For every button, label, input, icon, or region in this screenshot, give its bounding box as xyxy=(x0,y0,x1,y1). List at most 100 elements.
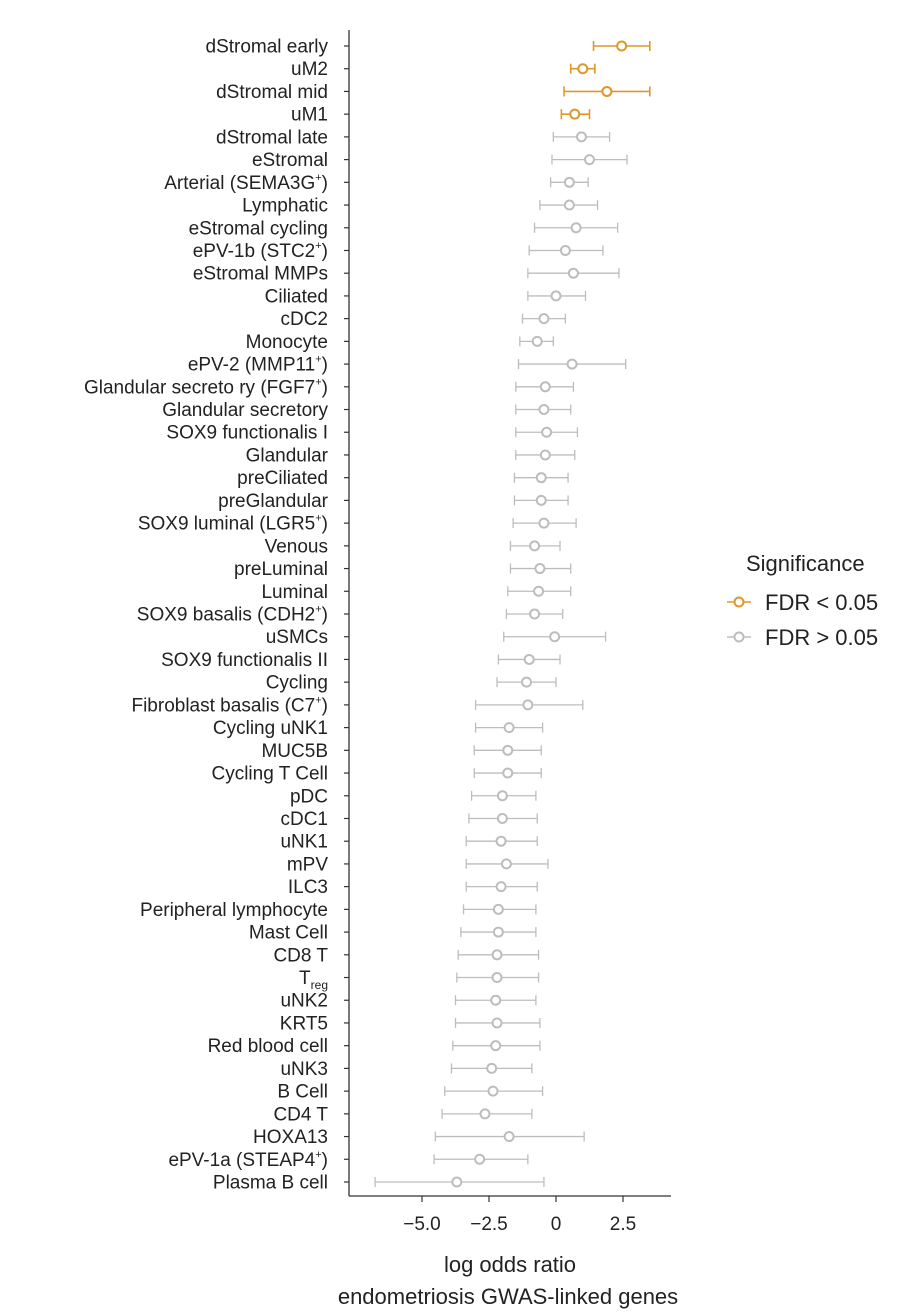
row-label: SOX9 luminal (LGR5+) xyxy=(138,513,328,535)
row-15: Glandular secreto ry (FGF7+) xyxy=(84,376,575,398)
point-estimate xyxy=(535,472,547,484)
row-label: Treg xyxy=(299,968,328,992)
row-35: uNK1 xyxy=(280,832,538,853)
point-estimate xyxy=(490,994,502,1006)
row-label: Luminal xyxy=(261,582,328,603)
row-19: preCiliated xyxy=(237,468,569,489)
row-33: pDC xyxy=(290,786,537,807)
legend-entry-significant: FDR < 0.05 xyxy=(727,590,878,615)
point-estimate xyxy=(541,426,553,438)
row-31: MUC5B xyxy=(261,741,542,762)
x-tick-label: −5.0 xyxy=(403,1214,441,1235)
point-estimate xyxy=(538,404,550,416)
row-40: CD8 T xyxy=(273,945,540,966)
row-label: uM1 xyxy=(291,105,328,126)
point-estimate xyxy=(601,85,613,97)
point-estimate xyxy=(584,154,595,166)
x-tick-label: 2.5 xyxy=(610,1214,636,1235)
row-label: uNK3 xyxy=(280,1059,328,1080)
point-estimate xyxy=(616,40,628,52)
row-label: eStromal MMPs xyxy=(193,264,328,285)
row-label: preLuminal xyxy=(234,559,328,580)
row-label: dStromal early xyxy=(206,37,329,58)
point-estimate xyxy=(539,449,551,461)
row-0: dStromal early xyxy=(206,37,651,58)
row-label: SOX9 basalis (CDH2+) xyxy=(137,604,328,626)
row-label: Cycling xyxy=(266,673,328,694)
point-estimate xyxy=(492,926,504,938)
row-3: uM1 xyxy=(291,105,591,126)
point-estimate xyxy=(575,131,587,143)
point-estimate xyxy=(502,744,514,756)
row-49: ePV-1a (STEAP4+) xyxy=(168,1149,529,1171)
row-label: Monocyte xyxy=(246,332,328,353)
row-14: ePV-2 (MMP11+) xyxy=(188,354,627,376)
point-estimate xyxy=(474,1153,486,1165)
row-label: ePV-1b (STC2+) xyxy=(193,240,328,262)
point-estimate xyxy=(491,949,503,961)
point-estimate xyxy=(535,494,547,506)
row-label: Venous xyxy=(265,536,328,557)
row-7: Lymphatic xyxy=(242,196,599,217)
row-label: CD4 T xyxy=(273,1104,328,1125)
row-label: eStromal xyxy=(252,150,328,171)
row-label: preCiliated xyxy=(237,468,328,489)
row-29: Fibroblast basalis (C7+) xyxy=(131,694,584,716)
point-estimate xyxy=(451,1176,463,1188)
point-estimate xyxy=(529,540,541,552)
point-estimate xyxy=(522,699,534,711)
point-estimate xyxy=(495,835,507,847)
row-5: eStromal xyxy=(252,150,628,171)
row-1: uM2 xyxy=(291,59,596,80)
row-41: Treg xyxy=(299,968,540,992)
row-9: ePV-1b (STC2+) xyxy=(193,240,604,262)
point-estimate xyxy=(502,767,514,779)
point-estimate xyxy=(521,676,533,688)
point-estimate xyxy=(567,267,579,279)
row-46: B Cell xyxy=(277,1082,544,1103)
row-27: SOX9 functionalis II xyxy=(161,650,561,671)
point-estimate xyxy=(550,290,562,302)
row-label: HOXA13 xyxy=(253,1127,328,1148)
point-estimate xyxy=(495,881,507,893)
row-label: KRT5 xyxy=(280,1013,328,1034)
x-tick-label: −2.5 xyxy=(470,1214,508,1235)
row-44: Red blood cell xyxy=(208,1036,541,1057)
row-label: dStromal late xyxy=(216,127,328,148)
row-13: Monocyte xyxy=(246,332,554,353)
row-21: SOX9 luminal (LGR5+) xyxy=(138,513,577,535)
point-estimate xyxy=(559,244,571,256)
point-estimate xyxy=(549,631,561,643)
legend-entry-not-significant: FDR > 0.05 xyxy=(727,625,878,650)
point-estimate xyxy=(533,585,545,597)
row-label: mPV xyxy=(287,854,329,875)
row-28: Cycling xyxy=(266,673,557,694)
row-label: Cycling uNK1 xyxy=(213,718,328,739)
row-label: SOX9 functionalis II xyxy=(161,650,328,671)
row-10: eStromal MMPs xyxy=(193,264,620,285)
legend-marker-significant xyxy=(733,596,745,608)
point-estimate xyxy=(529,608,541,620)
point-estimate xyxy=(491,1017,503,1029)
row-label: Fibroblast basalis (C7+) xyxy=(131,694,328,716)
point-estimate xyxy=(523,653,535,665)
row-30: Cycling uNK1 xyxy=(213,718,544,739)
row-6: Arterial (SEMA3G+) xyxy=(164,172,589,194)
row-18: Glandular xyxy=(246,445,576,466)
row-37: ILC3 xyxy=(288,877,538,898)
point-estimate xyxy=(500,858,512,870)
row-32: Cycling T Cell xyxy=(211,764,542,785)
row-24: Luminal xyxy=(261,582,572,603)
row-20: preGlandular xyxy=(218,491,569,512)
point-estimate xyxy=(496,790,508,802)
point-estimate xyxy=(479,1108,491,1120)
row-label: Glandular secreto ry (FGF7+) xyxy=(84,376,328,398)
row-11: Ciliated xyxy=(265,286,587,307)
row-label: Mast Cell xyxy=(249,923,328,944)
point-estimate xyxy=(577,63,589,75)
row-label: Glandular secretory xyxy=(162,400,328,421)
row-4: dStromal late xyxy=(216,127,611,148)
row-label: Peripheral lymphocyte xyxy=(140,900,328,921)
x-axis-title-line-2: endometriosis GWAS-linked genes xyxy=(338,1284,678,1309)
